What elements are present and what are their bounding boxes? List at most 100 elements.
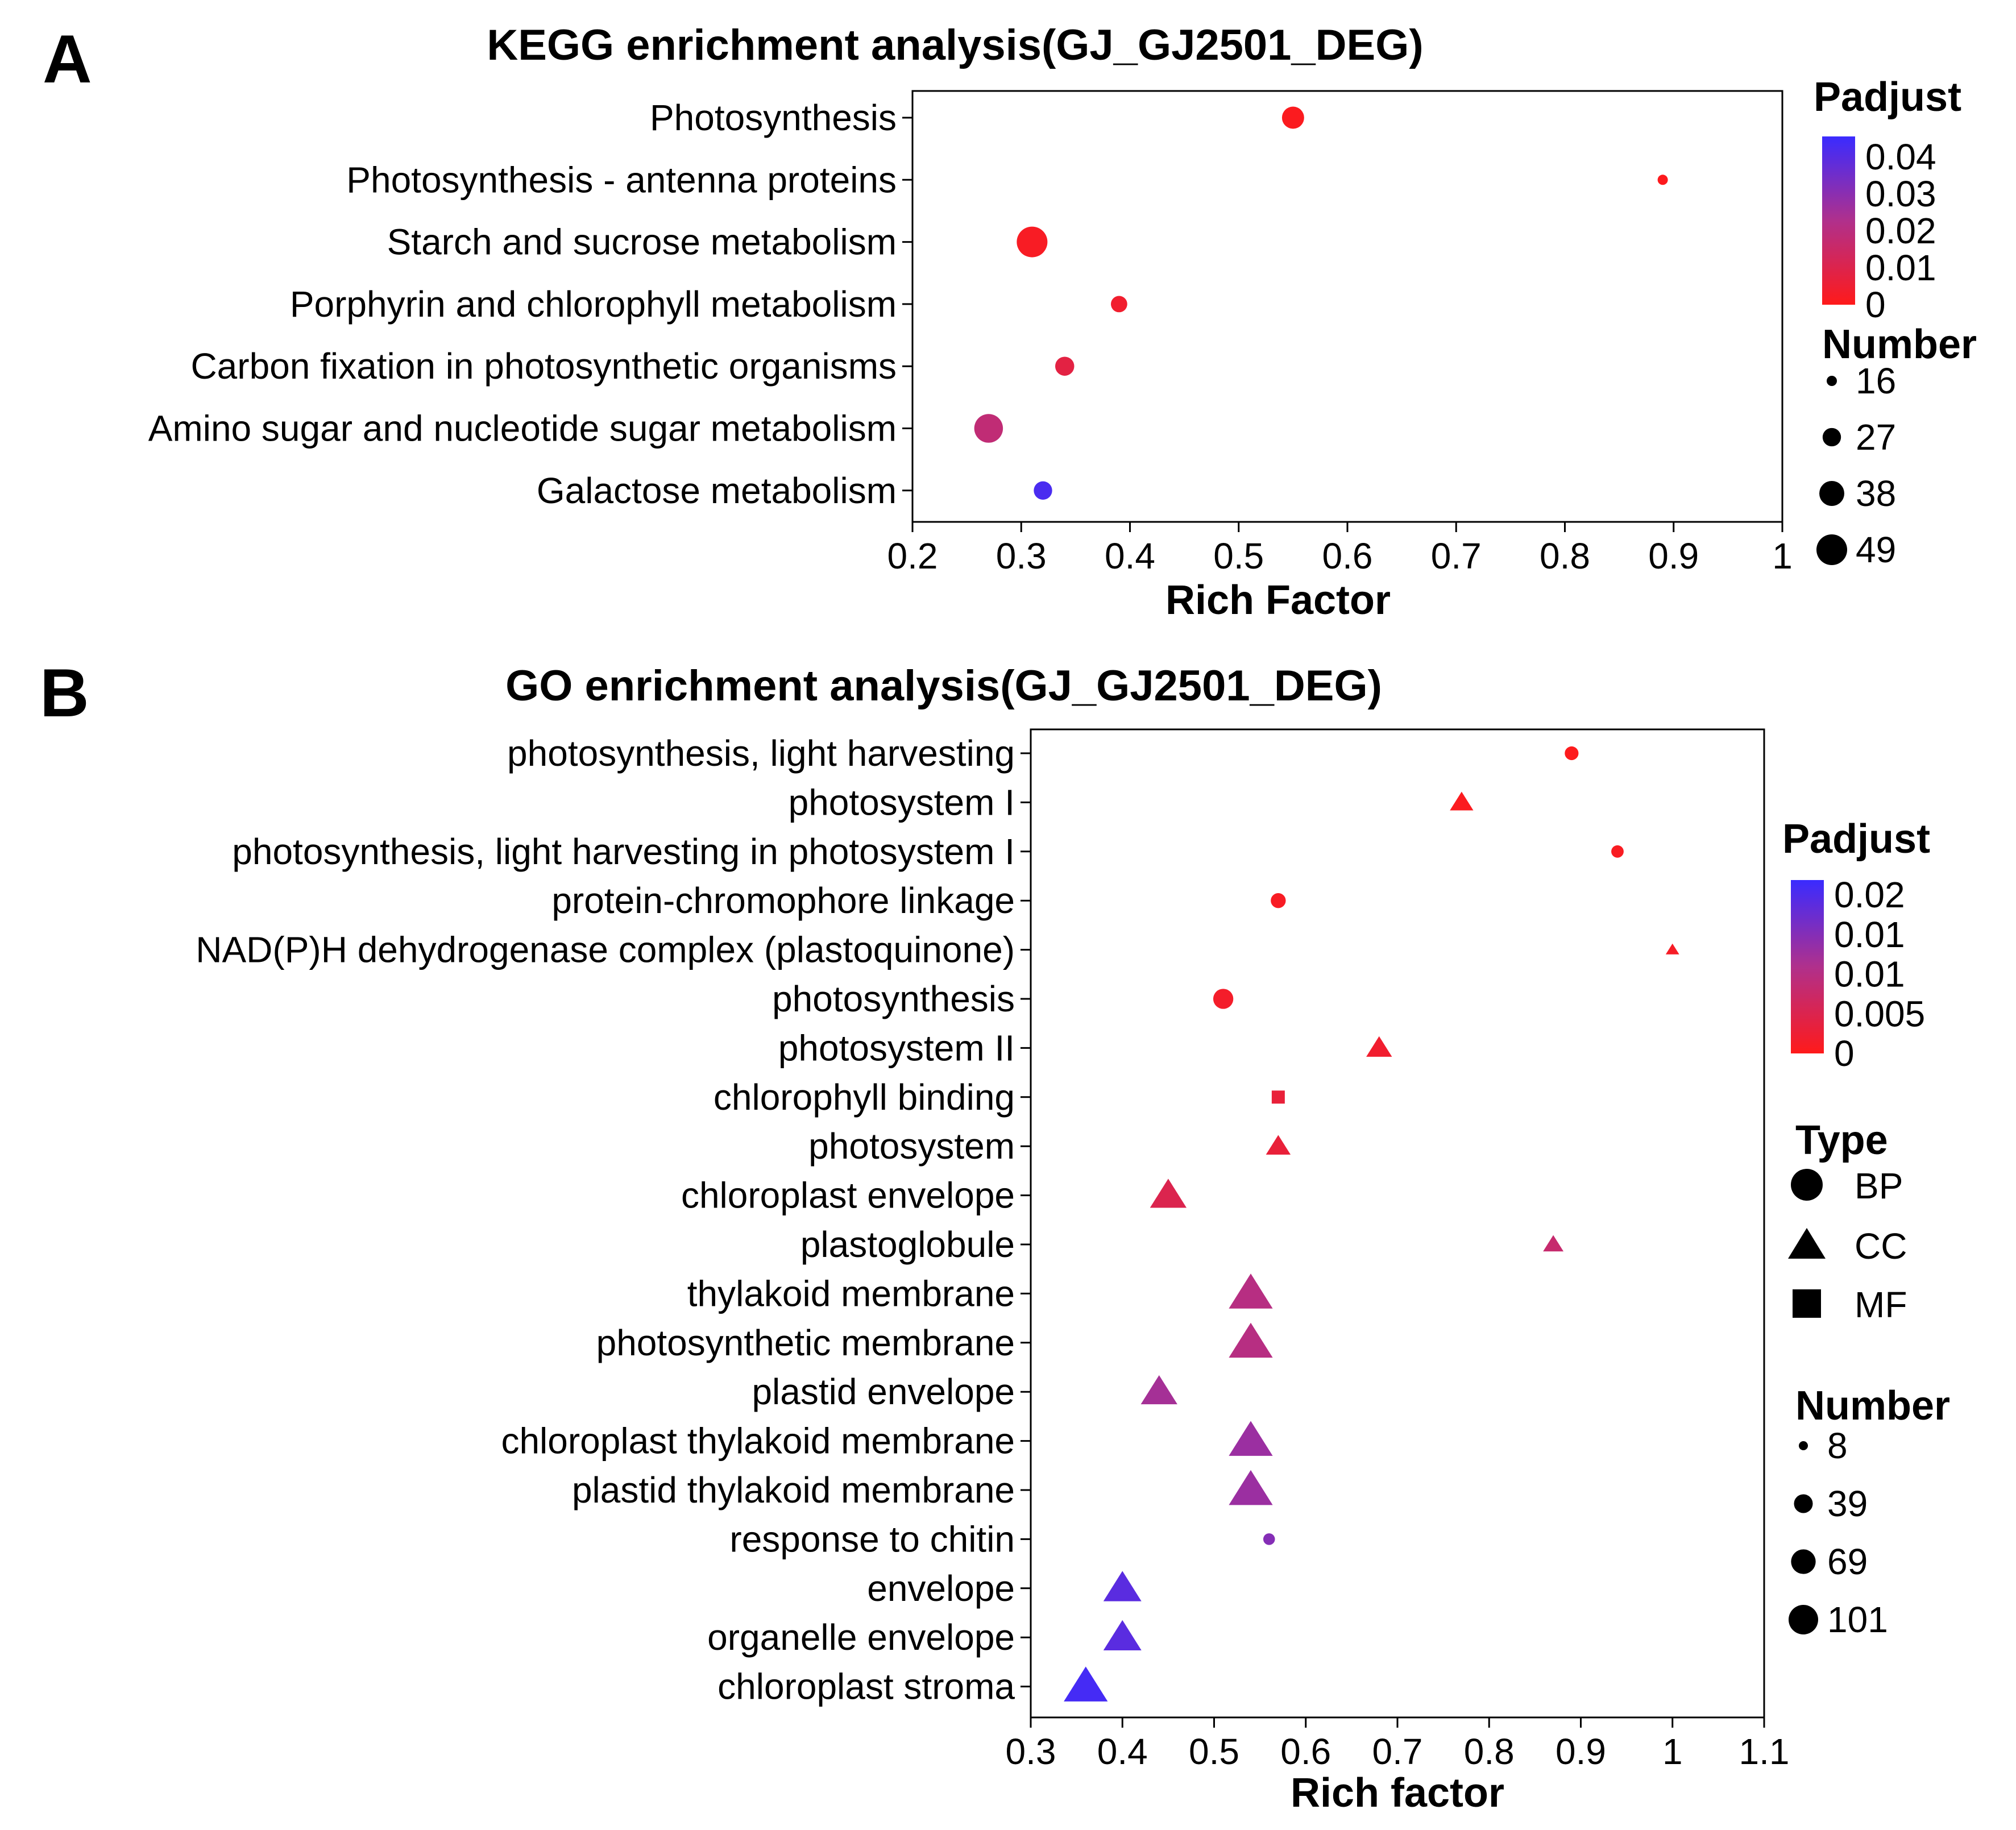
- kegg-x-axis: 0.2 0.3 0.4 0.5 0.6 0.7 0.8 0.9 1: [887, 522, 1793, 576]
- go-type-legend-label: BP: [1855, 1165, 1903, 1206]
- go-size-legend-dot: [1789, 1605, 1818, 1634]
- go-x-axis: 0.3 0.4 0.5 0.6 0.7 0.8 0.9 1 1.1: [1006, 1717, 1790, 1772]
- go-point-circle: [1271, 893, 1286, 908]
- go-category-label: chlorophyll binding: [714, 1077, 1015, 1118]
- kegg-x-tick-label: 0.2: [887, 536, 938, 576]
- go-type-legend-circle: [1791, 1169, 1823, 1201]
- go-category-label: response to chitin: [729, 1518, 1015, 1559]
- go-point-triangle: [1229, 1322, 1273, 1358]
- go-category-label: photosynthesis, light harvesting: [507, 733, 1015, 774]
- go-point-circle: [1263, 1533, 1275, 1545]
- go-type-legend-title: Type: [1795, 1118, 1888, 1163]
- go-type-legend-square: [1793, 1289, 1821, 1318]
- kegg-padjust-colorbar: [1822, 136, 1855, 305]
- go-category-label: photosynthesis, light harvesting in phot…: [232, 831, 1015, 872]
- go-category-label: organelle envelope: [707, 1617, 1015, 1658]
- go-x-tick-label: 1.1: [1739, 1731, 1790, 1772]
- kegg-points: [974, 106, 1668, 500]
- go-colorbar-label: 0.02: [1834, 874, 1905, 915]
- go-point-triangle: [1543, 1235, 1564, 1252]
- go-size-legend-dot: [1791, 1549, 1816, 1574]
- go-point-circle: [1213, 989, 1234, 1009]
- go-point-triangle: [1229, 1421, 1273, 1456]
- kegg-size-legend-label: 49: [1856, 529, 1896, 570]
- kegg-colorbar-label: 0.03: [1865, 173, 1936, 214]
- kegg-x-tick-label: 0.9: [1648, 536, 1699, 576]
- kegg-x-tick-label: 0.5: [1213, 536, 1264, 576]
- go-point-triangle: [1266, 1135, 1291, 1155]
- go-point-square: [1271, 1090, 1285, 1104]
- kegg-point-circle: [1055, 356, 1075, 376]
- kegg-point-circle: [1034, 481, 1052, 500]
- go-type-legend-triangle: [1788, 1228, 1826, 1259]
- kegg-plot-frame: [911, 90, 1783, 523]
- go-x-tick-label: 0.5: [1189, 1731, 1239, 1772]
- panel-letter-b: B: [40, 655, 89, 731]
- go-category-label: plastoglobule: [800, 1224, 1015, 1265]
- go-category-label: protein-chromophore linkage: [551, 880, 1015, 921]
- kegg-point-circle: [974, 414, 1003, 443]
- kegg-size-legend-dot: [1819, 481, 1844, 506]
- go-x-tick-label: 0.9: [1555, 1731, 1606, 1772]
- go-size-legend-dot: [1794, 1494, 1813, 1513]
- kegg-padjust-ticks: 0.040.030.020.010: [1855, 136, 1936, 325]
- go-point-triangle: [1103, 1620, 1142, 1651]
- go-padjust-legend-title: Padjust: [1782, 816, 1930, 862]
- go-category-labels: photosynthesis, light harvesting photosys…: [196, 733, 1031, 1707]
- go-size-legend-dot: [1799, 1441, 1808, 1450]
- go-size-legend-label: 101: [1827, 1599, 1888, 1640]
- go-category-label: photosystem: [808, 1126, 1015, 1167]
- kegg-x-tick-label: 0.4: [1105, 536, 1155, 576]
- go-points: [1064, 746, 1679, 1702]
- kegg-x-axis-title: Rich Factor: [1165, 578, 1391, 623]
- go-point-triangle: [1229, 1273, 1273, 1309]
- kegg-point-circle: [1657, 175, 1668, 185]
- go-size-legend-label: 8: [1827, 1425, 1848, 1466]
- go-chart-title: GO enrichment analysis(GJ_GJ2501_DEG): [505, 662, 1382, 710]
- kegg-size-legend-dot: [1822, 428, 1841, 447]
- go-point-triangle: [1229, 1470, 1273, 1505]
- go-plot-frame: [1030, 728, 1765, 1719]
- go-colorbar-label: 0.005: [1834, 993, 1925, 1034]
- go-point-circle: [1611, 845, 1624, 858]
- go-point-triangle: [1450, 791, 1474, 811]
- kegg-x-tick-label: 0.7: [1431, 536, 1482, 576]
- go-point-triangle: [1366, 1036, 1392, 1057]
- go-colorbar-label: 0.01: [1834, 914, 1905, 955]
- go-colorbar-label: 0: [1834, 1033, 1855, 1074]
- go-type-legend-label: CC: [1855, 1226, 1907, 1267]
- go-category-label: plastid thylakoid membrane: [572, 1470, 1015, 1511]
- go-category-label: chloroplast thylakoid membrane: [501, 1421, 1015, 1462]
- kegg-point-circle: [1017, 226, 1048, 258]
- go-category-label: photosystem I: [789, 782, 1015, 823]
- go-x-tick-label: 0.6: [1280, 1731, 1331, 1772]
- go-point-triangle: [1150, 1178, 1187, 1208]
- go-category-label: NAD(P)H dehydrogenase complex (plastoqui…: [196, 929, 1015, 970]
- go-point-triangle: [1103, 1571, 1142, 1601]
- kegg-category-label: Galactose metabolism: [537, 470, 897, 511]
- kegg-padjust-legend-title: Padjust: [1814, 74, 1961, 120]
- go-category-label: chloroplast envelope: [681, 1175, 1015, 1216]
- kegg-point-circle: [1281, 106, 1304, 129]
- kegg-size-legend-label: 16: [1856, 360, 1896, 401]
- go-x-tick-label: 1: [1662, 1731, 1683, 1772]
- go-x-tick-label: 0.7: [1372, 1731, 1423, 1772]
- go-number-legend: 8 39 69 101: [1789, 1425, 1888, 1640]
- kegg-x-tick-label: 0.8: [1540, 536, 1590, 576]
- go-category-label: photosynthetic membrane: [596, 1322, 1015, 1363]
- kegg-number-legend-title: Number: [1822, 322, 1977, 367]
- kegg-category-label: Carbon fixation in photosynthetic organi…: [190, 346, 897, 387]
- kegg-category-label: Starch and sucrose metabolism: [387, 222, 897, 263]
- go-point-triangle: [1140, 1375, 1177, 1405]
- go-category-label: photosynthesis: [772, 978, 1015, 1019]
- kegg-colorbar-label: 0.04: [1865, 136, 1936, 177]
- kegg-category-labels: Photosynthesis Photosynthesis - antenna p…: [148, 97, 912, 511]
- go-number-legend-title: Number: [1795, 1383, 1950, 1429]
- kegg-x-tick-label: 1: [1772, 536, 1793, 576]
- kegg-point-circle: [1110, 296, 1127, 313]
- go-point-triangle: [1665, 943, 1679, 955]
- kegg-category-label: Photosynthesis - antenna proteins: [346, 159, 897, 200]
- go-category-label: thylakoid membrane: [687, 1273, 1015, 1314]
- go-category-label: plastid envelope: [752, 1371, 1015, 1412]
